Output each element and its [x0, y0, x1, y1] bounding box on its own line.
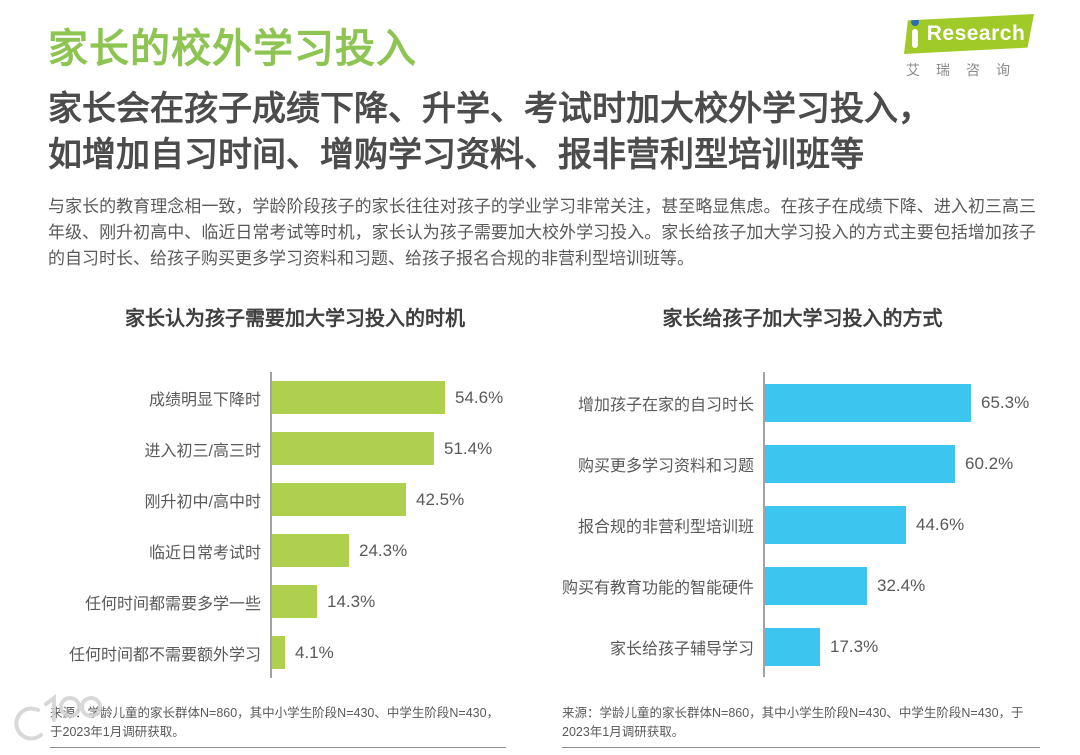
bar: [272, 381, 445, 414]
chart-investment-timing: 家长认为孩子需要加大学习投入的时机 成绩明显下降时 进入初三/高三时 刚升初中/高中…: [60, 302, 530, 678]
bar: [765, 505, 906, 544]
source-note-right: 来源：学龄儿童的家长群体N=860，其中小学生阶段N=430、中学生阶段N=43…: [562, 704, 1040, 748]
iresearch-logo: Research 艾瑞咨询: [894, 14, 1036, 80]
iresearch-chinese-name: 艾瑞咨询: [906, 62, 1026, 78]
bar-row: 65.3%: [765, 372, 1045, 433]
category-label: 增加孩子在家的自习时长: [577, 396, 754, 414]
value-label: 14.3%: [327, 591, 376, 611]
iresearch-i-dot: [911, 18, 919, 26]
iresearch-logo-banner: Research: [904, 14, 1034, 54]
category-label: 购买更多学习资料和习题: [577, 457, 754, 475]
category-label: 成绩明显下降时: [148, 391, 261, 409]
category-label: 购买有教育功能的智能硬件: [561, 579, 754, 597]
subtitle-line-1: 家长会在孩子成绩下降、升学、考试时加大校外学习投入，: [48, 90, 932, 128]
chart-body-left: 成绩明显下降时 进入初三/高三时 刚升初中/高中时 临近日常考试时任何时间都需要多学一…: [60, 372, 530, 678]
bar: [765, 566, 867, 605]
body-paragraph: 与家长的教育理念相一致，学龄阶段孩子的家长往往对孩子的学业学习非常关注，甚至略显…: [48, 197, 1036, 268]
iresearch-i-icon: [910, 18, 920, 48]
page-title: 家长的校外学习投入: [48, 27, 417, 71]
iresearch-i-stem: [912, 29, 918, 48]
chart-title-left: 家长认为孩子需要加大学习投入的时机: [125, 308, 465, 330]
value-label: 60.2%: [965, 453, 1014, 473]
bar-row: 42.5%: [272, 474, 530, 525]
chart-body-right: 增加孩子在家的自习时长 购买更多学习资料和习题 报合规的非营利型培训班购买有教育功能…: [560, 372, 1045, 677]
chart-investment-methods: 家长给孩子加大学习投入的方式 增加孩子在家的自习时长 购买更多学习资料和习题 报合规…: [560, 302, 1045, 677]
category-label: 任何时间都不需要额外学习: [68, 646, 261, 664]
bars-area: 65.3% 60.2% 44.6% 32.4% 17.3%: [763, 372, 1045, 677]
value-label: 17.3%: [830, 636, 879, 656]
bar-row: 44.6%: [765, 494, 1045, 555]
value-label: 24.3%: [359, 540, 408, 560]
source-note-left: 来源：学龄儿童的家长群体N=860，其中小学生阶段N=430、中学生阶段N=43…: [50, 704, 506, 748]
bar-row: 4.1%: [272, 627, 530, 678]
bar-row: 60.2%: [765, 433, 1045, 494]
category-label: 家长给孩子辅导学习: [609, 640, 754, 658]
bar: [272, 483, 406, 516]
bar-row: 51.4%: [272, 423, 530, 474]
value-label: 51.4%: [444, 438, 493, 458]
category-label: 临近日常考试时: [148, 544, 261, 562]
bar-row: 24.3%: [272, 525, 530, 576]
bar: [765, 444, 955, 483]
category-label: 刚升初中/高中时: [144, 493, 261, 511]
value-label: 4.1%: [295, 642, 334, 662]
category-label: 进入初三/高三时: [144, 442, 261, 460]
bar: [272, 534, 349, 567]
bar-row: 54.6%: [272, 372, 530, 423]
chart-title-right: 家长给孩子加大学习投入的方式: [662, 308, 943, 330]
subtitle-line-2: 如增加自习时间、增购学习资料、报非营利型培训班等: [48, 136, 864, 174]
page-subtitle: 家长会在孩子成绩下降、升学、考试时加大校外学习投入， 如增加自习时间、增购学习资…: [48, 86, 932, 178]
bar: [765, 627, 820, 666]
value-label: 32.4%: [877, 575, 926, 595]
bar: [272, 585, 317, 618]
bar-row: 14.3%: [272, 576, 530, 627]
value-label: 54.6%: [455, 387, 504, 407]
category-label: 报合规的非营利型培训班: [577, 518, 754, 536]
category-labels: 成绩明显下降时 进入初三/高三时 刚升初中/高中时 临近日常考试时任何时间都需要多学一…: [60, 372, 270, 678]
value-label: 65.3%: [981, 392, 1030, 412]
category-label: 任何时间都需要多学一些: [84, 595, 261, 613]
bar-row: 32.4%: [765, 555, 1045, 616]
value-label: 42.5%: [416, 489, 465, 509]
watermark-100-icon: [8, 694, 104, 753]
category-labels: 增加孩子在家的自习时长 购买更多学习资料和习题 报合规的非营利型培训班购买有教育功能…: [560, 372, 763, 677]
bar: [272, 636, 285, 669]
bar-row: 17.3%: [765, 616, 1045, 677]
value-label: 44.6%: [916, 514, 965, 534]
bars-area: 54.6% 51.4% 42.5% 24.3% 14.3% 4.1%: [270, 372, 530, 678]
iresearch-wordmark: Research: [926, 22, 1026, 45]
bar: [272, 432, 434, 465]
bar: [765, 383, 971, 422]
